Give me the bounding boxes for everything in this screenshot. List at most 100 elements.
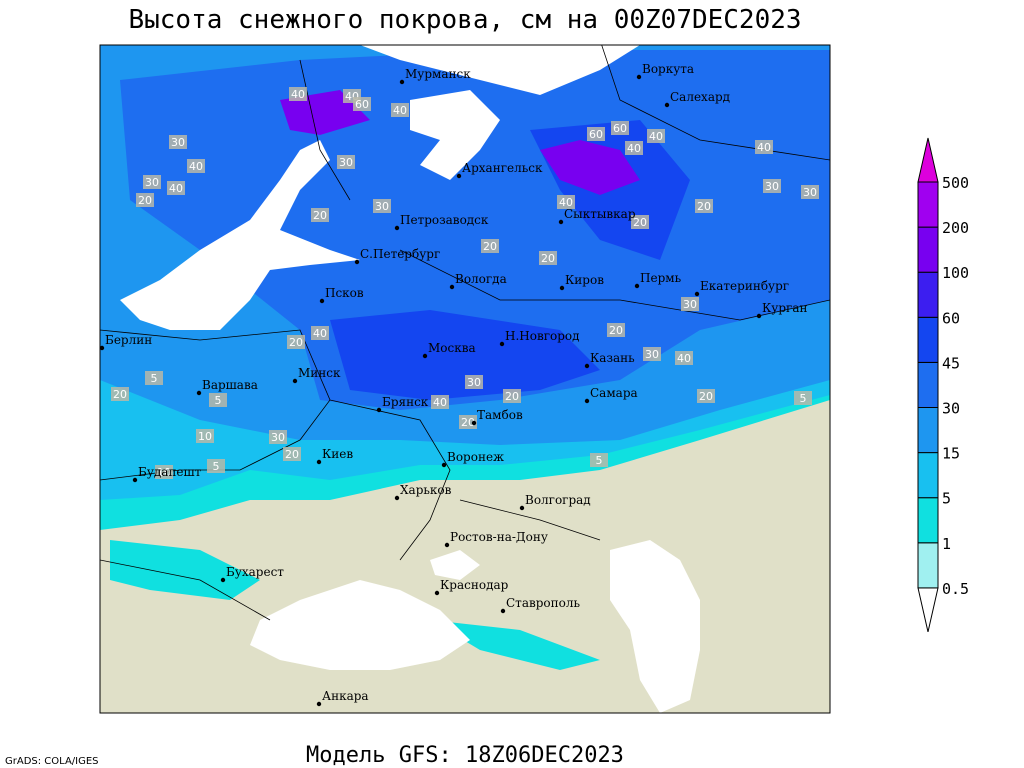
- city-dot: [220, 577, 226, 583]
- contour-label-bg: [755, 140, 773, 154]
- contour-label-bg: [801, 185, 819, 199]
- city-dot: [471, 420, 477, 426]
- contour-label: 40: [677, 352, 691, 365]
- map: [100, 45, 830, 713]
- city-label: Салехард: [670, 90, 730, 104]
- legend-label: 100: [942, 264, 969, 282]
- contour-label-bg: [287, 335, 305, 349]
- city-label: С.Петербург: [360, 247, 440, 261]
- contour-label: 5: [215, 394, 222, 407]
- contour-label-bg: [590, 453, 608, 467]
- city-label: Волгоград: [525, 493, 591, 507]
- contour-label: 30: [683, 298, 697, 311]
- contour-label-bg: [695, 199, 713, 213]
- city-dot: [316, 701, 322, 707]
- contour-label: 20: [609, 324, 623, 337]
- city-dot: [558, 219, 564, 225]
- contour-label: 30: [765, 180, 779, 193]
- contour-label: 40: [291, 88, 305, 101]
- contour-label: 60: [613, 122, 627, 135]
- contour-label-bg: [136, 193, 154, 207]
- contour-label-bg: [155, 465, 173, 479]
- legend-swatch: [917, 226, 939, 273]
- contour-label: 60: [355, 98, 369, 111]
- cyan-south: [110, 540, 600, 670]
- contour-label-bg: [196, 429, 214, 443]
- city-dot: [354, 259, 360, 265]
- map-frame: [99, 44, 831, 714]
- white-sea: [410, 90, 500, 180]
- city-label: Мурманск: [405, 67, 471, 81]
- city-label: Киров: [565, 273, 604, 287]
- contour-label-bg: [681, 297, 699, 311]
- contour-label-bg: [631, 215, 649, 229]
- contour-label-bg: [794, 391, 812, 405]
- legend-swatch: [917, 587, 939, 633]
- contour-label: 40: [757, 141, 771, 154]
- city-label: Сыктывкар: [564, 207, 636, 221]
- legend-label: 30: [942, 400, 960, 418]
- contour-label-bg: [647, 129, 665, 143]
- baltic-sea: [120, 140, 360, 330]
- legend-swatch: [917, 181, 939, 228]
- city-dot: [394, 495, 400, 501]
- city-dot: [519, 505, 525, 511]
- contour-label: 30: [271, 431, 285, 444]
- contour-label-bg: [697, 389, 715, 403]
- city-label: Краснодар: [440, 578, 509, 592]
- contour-label-bg: [503, 389, 521, 403]
- contour-label: 10: [198, 430, 212, 443]
- city-label: Н.Новгород: [505, 329, 580, 343]
- city-dot: [664, 102, 670, 108]
- contour-label-bg: [111, 387, 129, 401]
- contour-label: 5: [800, 392, 807, 405]
- city-dot: [319, 298, 325, 304]
- contour-label-bg: [607, 323, 625, 337]
- city-label: Берлин: [105, 333, 152, 347]
- contour-label-bg: [643, 347, 661, 361]
- city-label: Самара: [590, 386, 638, 400]
- contour-label: 20: [138, 194, 152, 207]
- city-dot: [434, 590, 440, 596]
- black-sea: [250, 580, 470, 670]
- contour-label-bg: [373, 199, 391, 213]
- city-label: Екатеринбург: [700, 279, 789, 293]
- contour-label-bg: [209, 393, 227, 407]
- city-dot: [399, 79, 405, 85]
- contour-label: 5: [151, 372, 158, 385]
- contour-label: 40: [433, 396, 447, 409]
- contour-label-bg: [431, 395, 449, 409]
- city-dot: [634, 283, 640, 289]
- contour-label: 20: [541, 252, 555, 265]
- snow-max: [280, 90, 640, 195]
- contour-label-bg: [169, 135, 187, 149]
- contour-label-bg: [587, 127, 605, 141]
- contour-label: 20: [697, 200, 711, 213]
- city-label: Вологда: [455, 272, 507, 286]
- contour-label-bg: [465, 375, 483, 389]
- city-label: Анкара: [322, 689, 369, 703]
- legend-label: 5: [942, 490, 951, 508]
- city-dot: [500, 608, 506, 614]
- city-dot: [441, 462, 447, 468]
- contour-label: 40: [189, 160, 203, 173]
- city-dot: [636, 74, 642, 80]
- contour-label: 30: [145, 176, 159, 189]
- barents-sea: [360, 45, 640, 95]
- legend-swatch: [917, 452, 939, 499]
- contour-label: 20: [699, 390, 713, 403]
- contour-label-bg: [311, 208, 329, 222]
- contour-label-bg: [539, 251, 557, 265]
- title: Высота снежного покрова, см на 00Z07DEC2…: [128, 5, 801, 35]
- city-label: Тамбов: [477, 408, 523, 422]
- city-label: Псков: [325, 286, 364, 300]
- city-label: Петрозаводск: [400, 213, 489, 227]
- city-label: Минск: [298, 366, 341, 380]
- contour-label: 20: [461, 416, 475, 429]
- contour-label-bg: [311, 326, 329, 340]
- legend-swatch: [917, 271, 939, 318]
- legend-label: 0.5: [942, 580, 969, 598]
- legend-label: 15: [942, 445, 960, 463]
- contour-label: 30: [467, 376, 481, 389]
